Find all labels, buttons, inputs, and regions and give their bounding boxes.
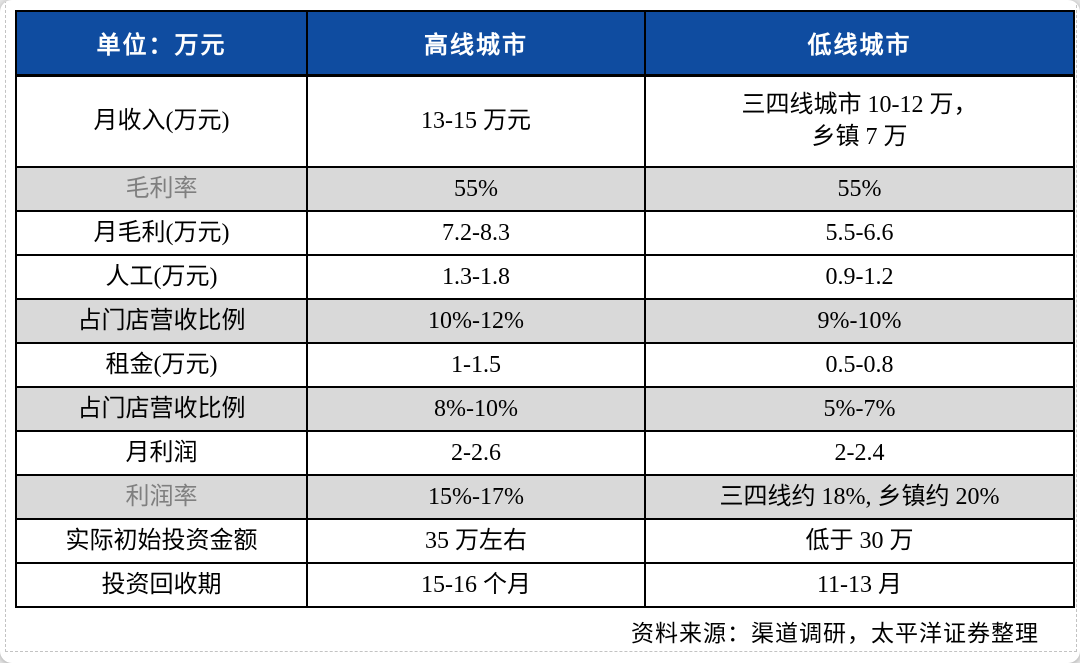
table-row: 毛利率 55% 55%	[15, 166, 1075, 212]
table-row: 实际初始投资金额 35 万左右 低于 30 万	[15, 518, 1075, 564]
low-tier-value-cell: 5.5-6.6	[644, 210, 1075, 256]
row-label-cell: 实际初始投资金额	[15, 518, 308, 564]
table-row: 月毛利(万元) 7.2-8.3 5.5-6.6	[15, 210, 1075, 256]
row-label-cell: 月毛利(万元)	[15, 210, 308, 256]
high-tier-value-cell: 15-16 个月	[306, 562, 646, 608]
high-tier-value-cell: 10%-12%	[306, 298, 646, 344]
table-row: 利润率 15%-17% 三四线约 18%, 乡镇约 20%	[15, 474, 1075, 520]
high-tier-value-cell: 1.3-1.8	[306, 254, 646, 300]
low-tier-value-cell: 2-2.4	[644, 430, 1075, 476]
high-tier-value-cell: 55%	[306, 166, 646, 212]
row-label-cell: 人工(万元)	[15, 254, 308, 300]
row-label-cell: 利润率	[15, 474, 308, 520]
high-tier-value-cell: 7.2-8.3	[306, 210, 646, 256]
table-row: 人工(万元) 1.3-1.8 0.9-1.2	[15, 254, 1075, 300]
header-row: 单位：万元 高线城市 低线城市	[15, 10, 1075, 77]
high-tier-value-cell: 8%-10%	[306, 386, 646, 432]
high-tier-value-cell: 2-2.6	[306, 430, 646, 476]
low-tier-value-cell: 三四线城市 10-12 万， 乡镇 7 万	[644, 74, 1075, 168]
column-header-low-tier-cities: 低线城市	[644, 10, 1075, 77]
row-label-cell: 租金(万元)	[15, 342, 308, 388]
high-tier-value-cell: 15%-17%	[306, 474, 646, 520]
unit-header-cell: 单位：万元	[15, 10, 308, 77]
table-body: 月收入(万元) 13-15 万元 三四线城市 10-12 万， 乡镇 7 万毛利率 5…	[15, 74, 1075, 608]
low-tier-value-cell: 5%-7%	[644, 386, 1075, 432]
table-row: 占门店营收比例 8%-10% 5%-7%	[15, 386, 1075, 432]
row-label-cell: 毛利率	[15, 166, 308, 212]
low-tier-value-cell: 9%-10%	[644, 298, 1075, 344]
row-label-cell: 月收入(万元)	[15, 74, 308, 168]
source-note: 资料来源：渠道调研，太平洋证券整理	[631, 620, 1039, 646]
high-tier-value-cell: 13-15 万元	[306, 74, 646, 168]
high-tier-value-cell: 1-1.5	[306, 342, 646, 388]
table-row: 租金(万元) 1-1.5 0.5-0.8	[15, 342, 1075, 388]
table-row: 月利润 2-2.6 2-2.4	[15, 430, 1075, 476]
row-label-cell: 月利润	[15, 430, 308, 476]
row-label-cell: 占门店营收比例	[15, 386, 308, 432]
high-tier-value-cell: 35 万左右	[306, 518, 646, 564]
table-row: 投资回收期 15-16 个月 11-13 月	[15, 562, 1075, 608]
low-tier-value-cell: 低于 30 万	[644, 518, 1075, 564]
table-row: 占门店营收比例 10%-12% 9%-10%	[15, 298, 1075, 344]
store-economics-comparison-table: 单位：万元 高线城市 低线城市 月收入(万元) 13-15 万元 三四线城市 10-…	[15, 10, 1075, 608]
low-tier-value-cell: 三四线约 18%, 乡镇约 20%	[644, 474, 1075, 520]
low-tier-value-cell: 0.5-0.8	[644, 342, 1075, 388]
low-tier-value-cell: 11-13 月	[644, 562, 1075, 608]
low-tier-value-cell: 55%	[644, 166, 1075, 212]
row-label-cell: 占门店营收比例	[15, 298, 308, 344]
table-row: 月收入(万元) 13-15 万元 三四线城市 10-12 万， 乡镇 7 万	[15, 74, 1075, 168]
table-header: 单位：万元 高线城市 低线城市	[15, 10, 1075, 77]
low-tier-value-cell: 0.9-1.2	[644, 254, 1075, 300]
column-header-high-tier-cities: 高线城市	[306, 10, 646, 77]
table-frame: 单位：万元 高线城市 低线城市 月收入(万元) 13-15 万元 三四线城市 10-…	[5, 0, 1077, 652]
row-label-cell: 投资回收期	[15, 562, 308, 608]
